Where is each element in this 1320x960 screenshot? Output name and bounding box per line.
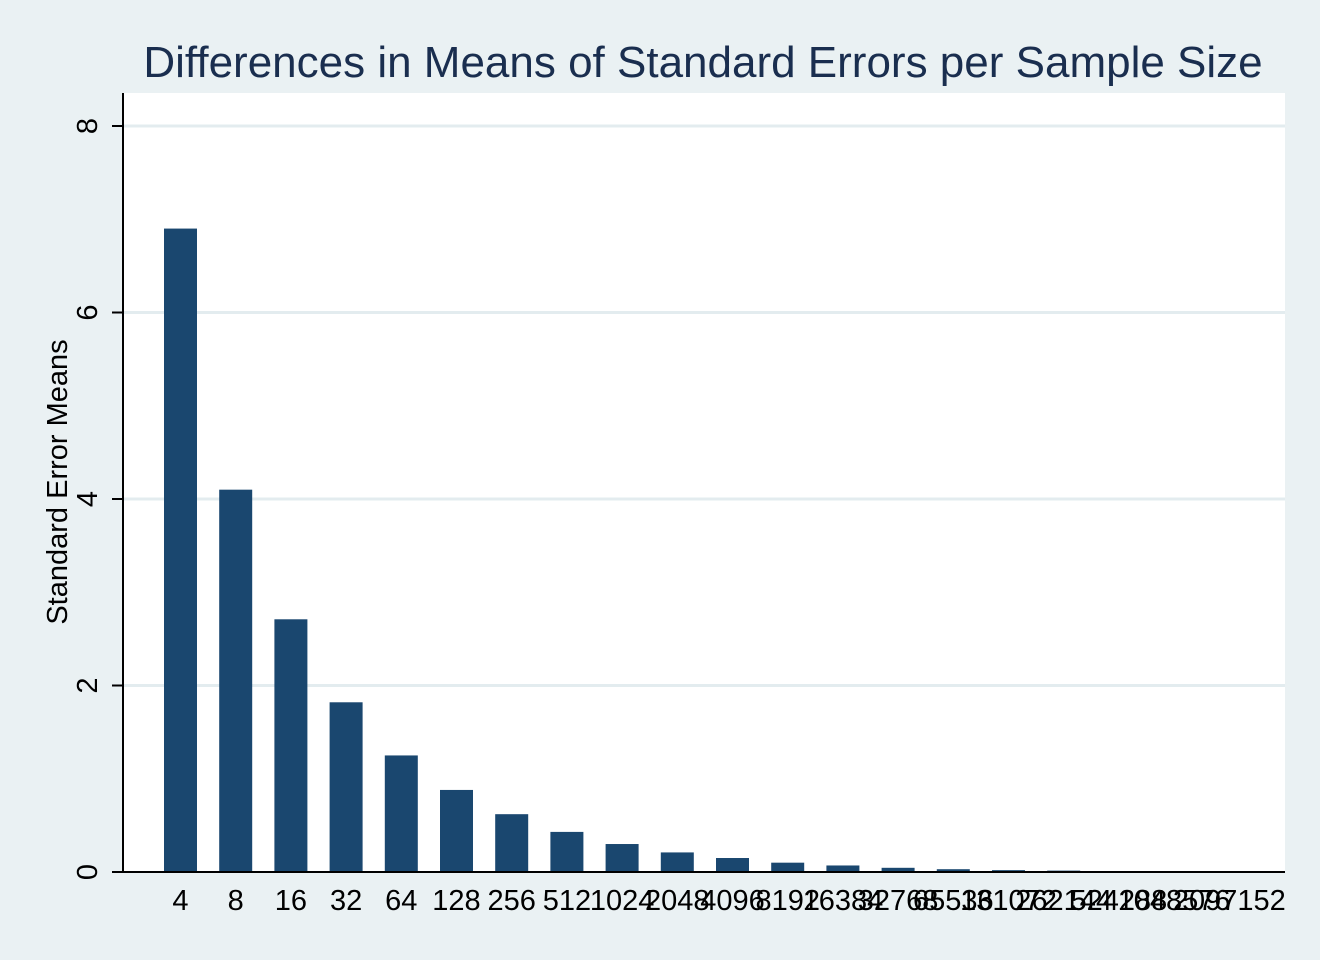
x-tick-label: 8 xyxy=(228,885,244,917)
y-tick-label: 4 xyxy=(72,491,104,507)
bar xyxy=(384,755,418,872)
x-axis-ticks: 4 8 16 32 64 128 256 51210242048409681921638432… xyxy=(172,885,1285,917)
gridlines xyxy=(124,124,1285,687)
bar xyxy=(826,865,860,872)
x-tick-label: 2097152 xyxy=(1173,885,1286,917)
bars xyxy=(164,228,1246,873)
axes xyxy=(122,93,1285,873)
bar xyxy=(164,228,197,872)
bar xyxy=(440,789,473,872)
bar xyxy=(771,862,805,872)
bar xyxy=(936,869,970,872)
y-axis-title: Standard Error Means xyxy=(42,339,74,624)
x-tick-label: 8192 xyxy=(755,885,820,917)
y-tick-label: 8 xyxy=(72,118,104,134)
x-tick-label: 16 xyxy=(275,885,307,917)
x-tick-label: 512 xyxy=(543,885,591,917)
x-tick-label: 262144 xyxy=(1015,885,1112,917)
x-tick-label: 2048 xyxy=(645,885,710,917)
x-tick-label: 1048576 xyxy=(1118,885,1231,917)
x-tick-label: 65536 xyxy=(913,885,994,917)
x-tick-label: 32 xyxy=(330,885,362,917)
bar xyxy=(329,702,363,872)
x-tick-label: 32768 xyxy=(858,885,939,917)
x-tick-label: 1024 xyxy=(590,885,655,917)
bar xyxy=(274,619,308,872)
bar xyxy=(550,831,584,872)
x-tick-label: 64 xyxy=(385,885,417,917)
bar xyxy=(660,852,694,872)
bar xyxy=(495,814,529,872)
bar xyxy=(605,844,639,872)
bar xyxy=(716,858,749,872)
x-tick-label: 128 xyxy=(432,885,480,917)
bar xyxy=(219,489,253,872)
chart-title: Differences in Means of Standard Errors … xyxy=(143,38,1262,87)
x-tick-label: 16384 xyxy=(803,885,884,917)
plot-area xyxy=(123,93,1285,872)
x-tick-label: 131072 xyxy=(960,885,1057,917)
bar xyxy=(881,867,915,872)
x-tick-label: 256 xyxy=(488,885,536,917)
x-tick-label: 4 xyxy=(172,885,188,917)
y-tick-label: 2 xyxy=(72,677,104,693)
x-tick-label: 4096 xyxy=(700,885,765,917)
y-axis-ticks: 0 2 4 6 8 xyxy=(72,118,123,880)
y-tick-label: 0 xyxy=(72,864,104,880)
y-tick-label: 6 xyxy=(72,304,104,320)
x-tick-label: 524288 xyxy=(1071,885,1168,917)
